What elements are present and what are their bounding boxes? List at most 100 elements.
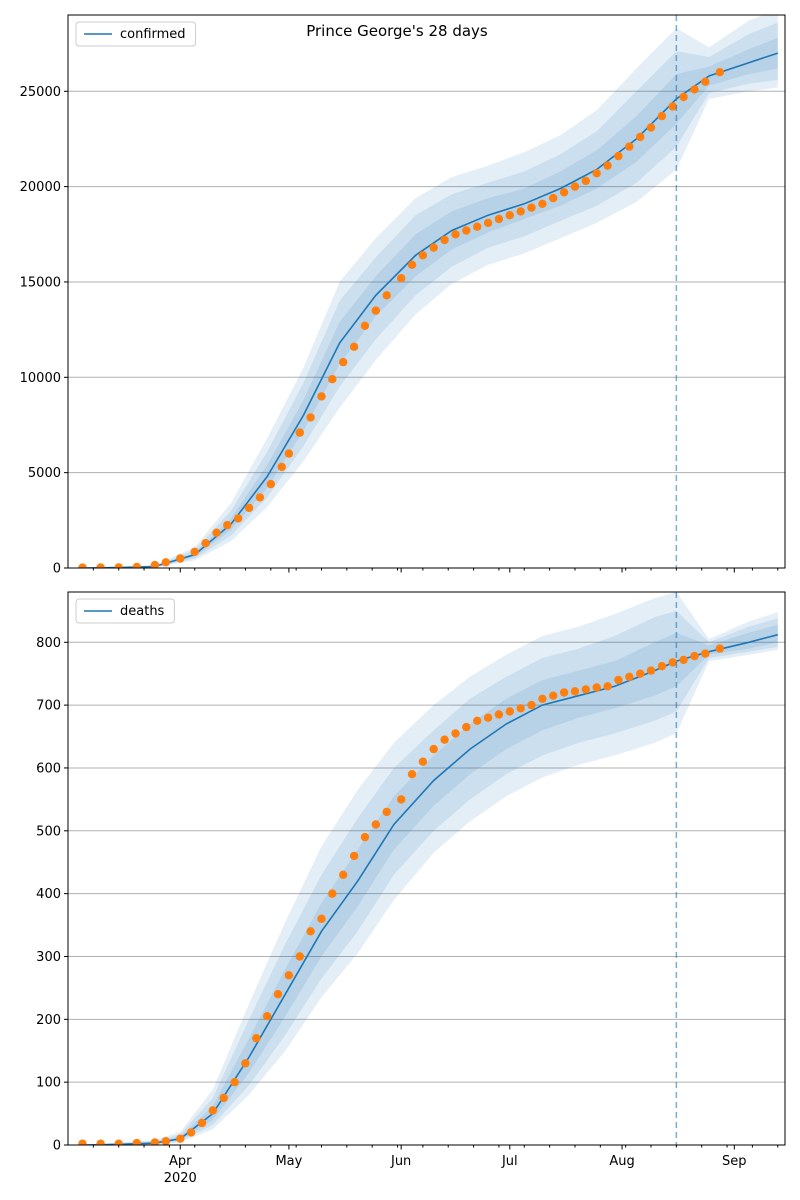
observed-point xyxy=(349,342,359,351)
y-tick-label: 400 xyxy=(36,887,61,902)
observed-point xyxy=(538,199,547,208)
legend-box xyxy=(75,598,175,624)
observed-point xyxy=(360,832,370,842)
observed-point xyxy=(603,682,612,691)
observed-point xyxy=(176,1134,185,1143)
observed-point xyxy=(483,713,493,722)
observed-point xyxy=(306,927,315,936)
observed-point xyxy=(690,85,699,94)
observed-point xyxy=(252,1034,261,1043)
observed-point xyxy=(625,142,634,151)
observed-point xyxy=(715,644,724,653)
y-tick-label: 100 xyxy=(36,1076,61,1091)
observed-point xyxy=(516,207,525,216)
legend-box xyxy=(75,21,197,47)
observed-point xyxy=(339,870,348,879)
y-tick-label: 500 xyxy=(36,824,61,839)
observed-point xyxy=(646,123,656,132)
observed-point xyxy=(197,1118,207,1128)
observed-point xyxy=(132,1138,141,1145)
confidence-band-1 xyxy=(82,22,778,568)
observed-point xyxy=(114,1139,123,1145)
y-tick-label: 200 xyxy=(36,1013,61,1028)
observed-point xyxy=(397,274,406,283)
observed-point xyxy=(360,321,370,330)
observed-point xyxy=(407,770,417,779)
observed-point xyxy=(295,952,304,961)
observed-point xyxy=(132,562,141,568)
observed-point xyxy=(516,704,525,713)
observed-point xyxy=(570,182,580,191)
observed-point xyxy=(212,528,221,537)
observed-point xyxy=(150,1138,160,1145)
observed-point xyxy=(549,691,558,700)
legend-label: deaths xyxy=(120,604,165,619)
observed-point xyxy=(440,235,449,245)
y-tick-label: 25000 xyxy=(20,85,61,100)
axes-frame xyxy=(67,14,786,569)
observed-point xyxy=(339,357,348,367)
observed-point xyxy=(440,735,449,744)
observed-point xyxy=(527,203,536,212)
observed-point xyxy=(646,666,656,675)
x-tick-label: Apr xyxy=(169,1154,192,1169)
axes-frame xyxy=(67,591,786,1146)
legend-label: confirmed xyxy=(120,27,186,42)
observed-point xyxy=(328,375,337,384)
observed-point xyxy=(592,169,601,178)
observed-point xyxy=(230,1078,239,1087)
observed-point xyxy=(614,675,623,685)
observed-point xyxy=(429,243,438,252)
observed-point xyxy=(186,1128,196,1137)
observed-point xyxy=(494,214,504,224)
observed-point xyxy=(176,554,185,563)
observed-point xyxy=(78,563,87,568)
observed-point xyxy=(625,672,634,681)
observed-point xyxy=(538,694,547,703)
observed-point xyxy=(317,914,326,923)
y-tick-label: 15000 xyxy=(20,275,61,290)
observed-point xyxy=(679,92,688,102)
observed-point xyxy=(223,520,232,530)
observed-point xyxy=(382,807,391,817)
chart-title: Prince George's 28 days xyxy=(306,22,488,40)
x-tick-label: Sep xyxy=(722,1154,747,1169)
observed-point xyxy=(603,161,612,170)
legend: deaths xyxy=(75,598,175,624)
observed-point xyxy=(277,462,286,472)
y-tick-label: 10000 xyxy=(20,371,61,386)
confidence-band-1 xyxy=(82,610,778,1145)
plot-area xyxy=(78,592,779,1145)
observed-point xyxy=(657,662,667,671)
observed-point xyxy=(382,291,391,300)
deaths-panel: 0 100 200 300 400 500 600 700 800 Apr May Jun Jul Aug… xyxy=(36,591,786,1186)
confidence-band-0 xyxy=(82,37,778,568)
observed-point xyxy=(462,226,471,235)
confirmed-panel: 0 5000 10000 15000 20000 25000 confirmed xyxy=(20,14,786,577)
observed-point xyxy=(190,547,199,556)
observed-point xyxy=(668,102,677,111)
x-year-label: 2020 xyxy=(164,1171,197,1186)
observed-point xyxy=(505,707,514,716)
observed-point xyxy=(494,710,504,719)
observed-point xyxy=(150,560,160,568)
observed-point xyxy=(636,132,645,142)
observed-point xyxy=(306,413,315,422)
observed-point xyxy=(418,757,428,766)
x-tick-label: Aug xyxy=(609,1154,634,1169)
observed-point xyxy=(244,503,254,513)
observed-point xyxy=(208,1106,217,1115)
observed-point xyxy=(295,428,304,437)
observed-point xyxy=(701,77,710,86)
x-tick-label: Jul xyxy=(501,1154,518,1169)
observed-point xyxy=(78,1139,87,1145)
observed-point xyxy=(462,722,471,732)
observed-point xyxy=(429,744,438,754)
observed-point xyxy=(284,449,294,458)
observed-point xyxy=(527,700,536,710)
observed-point xyxy=(451,729,460,738)
observed-point xyxy=(701,649,710,658)
confidence-band-2 xyxy=(82,592,778,1145)
observed-point xyxy=(690,651,699,661)
